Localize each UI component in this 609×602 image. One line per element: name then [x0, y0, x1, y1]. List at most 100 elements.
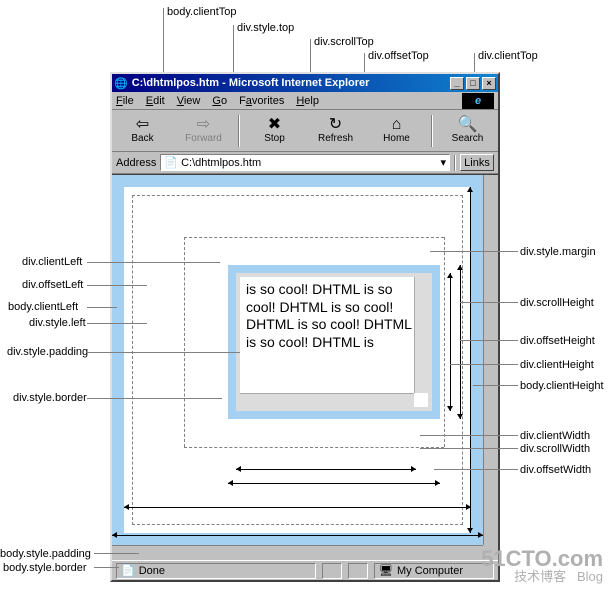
- back-button[interactable]: ⇦Back: [116, 113, 169, 149]
- leader: [420, 435, 518, 436]
- label-div-scrollHeight: div.scrollHeight: [520, 297, 594, 309]
- arrow-body-clientWidth: [124, 507, 471, 508]
- body-padding-dash: [462, 195, 463, 525]
- toolbar: ⇦Back ⇨Forward ✖Stop ↻Refresh ⌂Home 🔍Sea…: [112, 110, 498, 152]
- back-arrow-icon: ⇦: [136, 117, 149, 133]
- page-scrollbar-h[interactable]: [112, 545, 483, 560]
- address-label: Address: [116, 157, 156, 169]
- label-div-style-left: div.style.left: [29, 317, 86, 329]
- div-margin-dash: [444, 237, 445, 447]
- label-div-offsetWidth: div.offsetWidth: [520, 464, 591, 476]
- label-div-offsetTop: div.offsetTop: [368, 50, 429, 62]
- arrow-body-offsetWidth: [112, 535, 483, 536]
- ie-logo-icon: e: [462, 93, 494, 109]
- div-margin-dash: [184, 237, 444, 238]
- addressbar: Address 📄 C:\dhtmlpos.htm ▾ Links: [112, 152, 498, 174]
- address-value: C:\dhtmlpos.htm: [181, 157, 261, 169]
- leader: [460, 302, 518, 303]
- leader: [450, 364, 518, 365]
- leader: [87, 352, 240, 353]
- page-scrollbar-v[interactable]: [483, 175, 498, 545]
- menu-favorites[interactable]: Favorites: [239, 95, 284, 107]
- label-div-clientWidth: div.clientWidth: [520, 430, 590, 442]
- toolbar-divider: [238, 115, 240, 147]
- watermark-blog: Blog: [577, 569, 603, 584]
- menu-help[interactable]: Help: [296, 95, 319, 107]
- chevron-down-icon[interactable]: ▾: [440, 156, 446, 169]
- div-margin-dash: [184, 447, 444, 448]
- watermark-line1: 51CTO.com: [481, 547, 603, 570]
- titlebar: 🌐 C:\dhtmlpos.htm - Microsoft Internet E…: [112, 74, 498, 92]
- forward-button[interactable]: ⇨Forward: [177, 113, 230, 149]
- menu-go[interactable]: Go: [212, 95, 227, 107]
- document-icon: 📄: [121, 564, 135, 577]
- home-button[interactable]: ⌂Home: [370, 113, 423, 149]
- search-button[interactable]: 🔍Search: [441, 113, 494, 149]
- page-icon: 📄: [164, 156, 178, 169]
- status-blank-2: [348, 563, 368, 579]
- label-div-scrollWidth: div.scrollWidth: [520, 443, 590, 455]
- maximize-button[interactable]: □: [466, 77, 480, 90]
- inner-scrollbar-h[interactable]: [240, 393, 414, 407]
- inner-div-content: is so cool! DHTML is so cool! DHTML is s…: [240, 277, 428, 355]
- label-div-scrollTop: div.scrollTop: [314, 36, 374, 48]
- leader: [430, 251, 518, 252]
- leader: [87, 307, 117, 308]
- address-input[interactable]: 📄 C:\dhtmlpos.htm ▾: [160, 154, 450, 171]
- menubar: File Edit View Go Favorites Help e: [112, 92, 498, 110]
- page-viewport: is so cool! DHTML is so cool! DHTML is s…: [112, 174, 498, 560]
- body-padding-dash: [132, 195, 463, 196]
- arrow-div-clientHeight: [450, 273, 451, 411]
- label-body-clientHeight: body.clientHeight: [520, 380, 604, 392]
- inner-div-scroll-area: is so cool! DHTML is so cool! DHTML is s…: [240, 277, 428, 407]
- leader: [460, 340, 518, 341]
- refresh-icon: ↻: [329, 117, 342, 133]
- watermark-cn: 技术博客: [514, 569, 566, 584]
- div-margin-dash: [184, 237, 185, 447]
- status-zone: 🖥 My Computer: [374, 563, 494, 579]
- body-padding-dash: [132, 524, 463, 525]
- stop-button[interactable]: ✖Stop: [248, 113, 301, 149]
- label-div-style-border: div.style.border: [13, 392, 87, 404]
- leader: [87, 398, 222, 399]
- label-body-style-padding: body.style.padding: [0, 548, 91, 560]
- leader: [434, 469, 518, 470]
- label-div-clientLeft: div.clientLeft: [22, 256, 82, 268]
- arrow-div-offsetHeight: [460, 265, 461, 419]
- minimize-button[interactable]: _: [450, 77, 464, 90]
- label-div-clientTop: div.clientTop: [478, 50, 538, 62]
- body-padding-dash: [132, 195, 133, 525]
- links-button[interactable]: Links: [460, 154, 494, 171]
- leader: [87, 262, 220, 263]
- toolbar-divider: [431, 115, 433, 147]
- arrow-div-offsetWidth: [228, 483, 440, 484]
- close-button[interactable]: ×: [482, 77, 496, 90]
- label-div-style-top: div.style.top: [237, 22, 294, 34]
- label-div-clientHeight: div.clientHeight: [520, 359, 594, 371]
- forward-arrow-icon: ⇨: [197, 117, 210, 133]
- menu-file[interactable]: File: [116, 95, 134, 107]
- refresh-button[interactable]: ↻Refresh: [309, 113, 362, 149]
- leader: [473, 385, 518, 386]
- statusbar: 📄 Done 🖥 My Computer: [112, 560, 498, 580]
- label-body-style-border: body.style.border: [3, 562, 87, 574]
- inner-scrollbar-v[interactable]: [414, 277, 428, 393]
- leader: [87, 323, 147, 324]
- home-icon: ⌂: [392, 117, 402, 133]
- leader: [420, 448, 518, 449]
- search-icon: 🔍: [458, 117, 478, 133]
- arrow-body-clientHeight: [470, 187, 471, 533]
- watermark: 51CTO.com 技术博客 Blog: [481, 547, 603, 584]
- status-blank-1: [322, 563, 342, 579]
- body-border: is so cool! DHTML is so cool! DHTML is s…: [112, 175, 483, 545]
- leader: [94, 567, 119, 568]
- label-div-offsetLeft: div.offsetLeft: [22, 279, 83, 291]
- menu-edit[interactable]: Edit: [146, 95, 165, 107]
- label-div-offsetHeight: div.offsetHeight: [520, 335, 595, 347]
- ie-window: 🌐 C:\dhtmlpos.htm - Microsoft Internet E…: [110, 72, 500, 582]
- status-done: 📄 Done: [116, 563, 316, 579]
- label-body-clientLeft: body.clientLeft: [8, 301, 78, 313]
- inner-div: is so cool! DHTML is so cool! DHTML is s…: [228, 265, 440, 419]
- arrow-div-clientWidth: [236, 469, 416, 470]
- menu-view[interactable]: View: [177, 95, 201, 107]
